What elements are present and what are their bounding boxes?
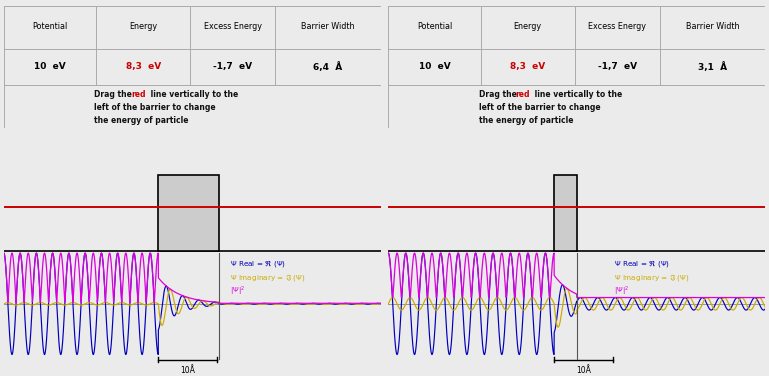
Text: -1,7  eV: -1,7 eV xyxy=(213,62,252,71)
Text: Potential: Potential xyxy=(32,22,68,31)
Text: the energy of particle: the energy of particle xyxy=(95,115,188,124)
Text: red: red xyxy=(516,89,530,99)
Bar xyxy=(158,175,218,251)
Text: $|\Psi|^{2}$: $|\Psi|^{2}$ xyxy=(230,285,245,298)
Text: line vertically to the: line vertically to the xyxy=(148,89,238,99)
Text: Barrier Width: Barrier Width xyxy=(686,22,739,31)
Text: 10  eV: 10 eV xyxy=(418,62,451,71)
Text: 6,4  Å: 6,4 Å xyxy=(313,62,342,72)
Text: the energy of particle: the energy of particle xyxy=(479,115,573,124)
Text: 8,3  eV: 8,3 eV xyxy=(125,62,161,71)
Text: Potential: Potential xyxy=(417,22,452,31)
Text: 10Å: 10Å xyxy=(576,366,591,375)
Text: $\Psi$ Real = $\mathfrak{R}$ ($\Psi$): $\Psi$ Real = $\mathfrak{R}$ ($\Psi$) xyxy=(230,258,286,269)
Text: red: red xyxy=(131,89,145,99)
Text: 8,3  eV: 8,3 eV xyxy=(510,62,545,71)
Bar xyxy=(554,175,577,251)
Text: Drag the: Drag the xyxy=(479,89,519,99)
Text: Barrier Width: Barrier Width xyxy=(301,22,355,31)
Text: Energy: Energy xyxy=(514,22,542,31)
Text: 10Å: 10Å xyxy=(180,366,195,375)
Text: Excess Energy: Excess Energy xyxy=(204,22,261,31)
Text: Excess Energy: Excess Energy xyxy=(588,22,646,31)
Text: $\Psi$ Real = $\mathfrak{R}$ ($\Psi$): $\Psi$ Real = $\mathfrak{R}$ ($\Psi$) xyxy=(614,258,671,269)
Text: 3,1  Å: 3,1 Å xyxy=(697,62,727,72)
Text: $|\Psi|^{2}$: $|\Psi|^{2}$ xyxy=(614,285,630,298)
Text: left of the barrier to change: left of the barrier to change xyxy=(95,103,216,112)
Text: Drag the: Drag the xyxy=(95,89,135,99)
Text: -1,7  eV: -1,7 eV xyxy=(598,62,637,71)
Text: Energy: Energy xyxy=(129,22,158,31)
Text: $\Psi$ Imaginary = $\mathfrak{I}$ ($\Psi$): $\Psi$ Imaginary = $\mathfrak{I}$ ($\Psi… xyxy=(230,272,305,283)
Text: 10  eV: 10 eV xyxy=(34,62,66,71)
Text: left of the barrier to change: left of the barrier to change xyxy=(479,103,601,112)
Text: line vertically to the: line vertically to the xyxy=(532,89,623,99)
Text: $\Psi$ Imaginary = $\mathfrak{I}$ ($\Psi$): $\Psi$ Imaginary = $\mathfrak{I}$ ($\Psi… xyxy=(614,272,690,283)
